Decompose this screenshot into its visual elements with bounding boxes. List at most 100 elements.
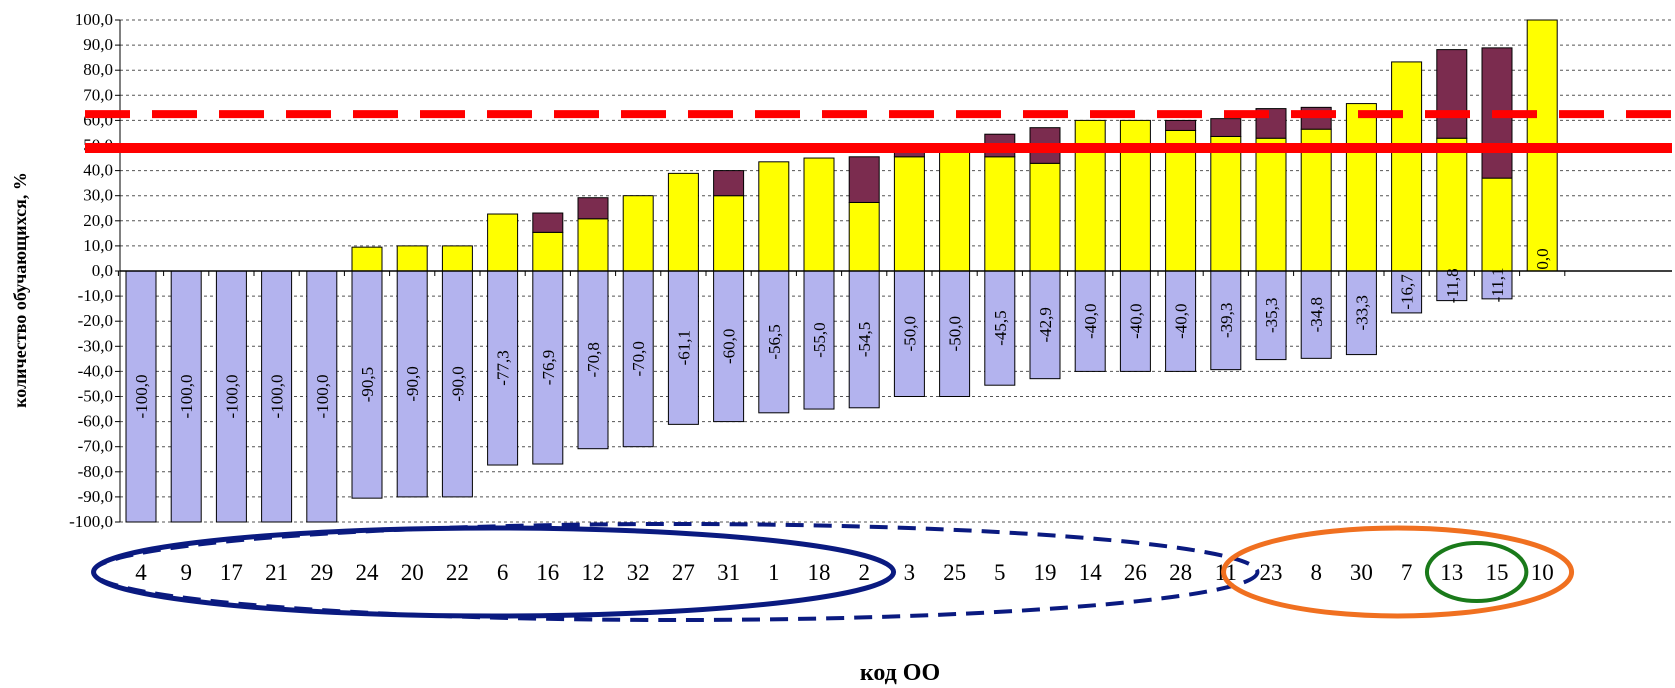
bar-negative (1481, 270, 1513, 300)
bar-stacked (848, 156, 880, 203)
bar-negative (1345, 270, 1377, 356)
category-label: 25 (943, 560, 966, 585)
grouping-ellipse (91, 522, 1260, 622)
data-label: -16,7 (1398, 274, 1417, 310)
bar-positive (1029, 162, 1061, 272)
y-tick-label: -80,0 (78, 462, 113, 481)
data-label: -50,0 (900, 316, 919, 351)
data-label: -35,3 (1262, 298, 1281, 333)
bars-layer (125, 19, 1558, 523)
bar-positive (1210, 135, 1242, 272)
bar-positive (848, 201, 880, 272)
bar-negative (1255, 270, 1287, 361)
bar-stacked (1210, 118, 1242, 137)
y-tick-label: -60,0 (78, 412, 113, 431)
bar-positive (667, 172, 699, 272)
bar-positive (1165, 129, 1197, 272)
category-label: 32 (627, 560, 650, 585)
category-label: 10 (1531, 560, 1554, 585)
data-label: -90,0 (448, 366, 467, 401)
bar-negative (396, 270, 428, 498)
y-tick-label: -30,0 (78, 336, 113, 355)
category-label: 4 (135, 560, 147, 585)
category-label: 6 (497, 560, 509, 585)
bar-negative (1436, 270, 1468, 302)
bar-positive (1391, 61, 1423, 272)
reference-lines (85, 110, 1672, 154)
y-tick-label: 30,0 (83, 186, 113, 205)
y-tick-label: -50,0 (78, 387, 113, 406)
bar-negative (1391, 270, 1423, 314)
bar-positive (622, 195, 654, 272)
bar-stacked (577, 197, 609, 220)
grouping-ellipses (91, 522, 1575, 622)
category-label: 23 (1260, 560, 1283, 585)
bar-negative (803, 270, 835, 410)
y-tick-label: 40,0 (83, 161, 113, 180)
bar-positive (1345, 103, 1377, 272)
data-labels: -100,0 -100,0 -100,0 -100,0 -100,0 -90,5 -90,0… (132, 248, 1552, 418)
category-label: 18 (808, 560, 831, 585)
category-label: 2 (858, 560, 870, 585)
data-label: -60,0 (720, 329, 739, 364)
data-label: -34,8 (1307, 297, 1326, 332)
data-label: -55,0 (810, 322, 829, 357)
bar-positive (939, 145, 971, 272)
bar-negative (261, 270, 293, 523)
category-label: 7 (1401, 560, 1413, 585)
data-label: -100,0 (313, 375, 332, 419)
category-label: 20 (401, 560, 424, 585)
category-label: 8 (1310, 560, 1322, 585)
y-tick-label: 10,0 (83, 236, 113, 255)
bar-negative (306, 270, 338, 523)
data-label: -70,0 (629, 341, 648, 376)
category-label: 13 (1440, 560, 1463, 585)
y-tick-label: 20,0 (83, 211, 113, 230)
bar-stacked (532, 212, 564, 233)
data-label: -50,0 (946, 316, 965, 351)
category-label: 22 (446, 560, 469, 585)
data-label: -61,1 (674, 330, 693, 365)
category-label: 27 (672, 560, 695, 585)
grouping-ellipse (1424, 541, 1529, 603)
data-label: 0,0 (1533, 248, 1552, 269)
category-label: 21 (265, 560, 288, 585)
bar-positive (758, 161, 790, 272)
bar-positive (577, 218, 609, 272)
bar-negative (215, 270, 247, 523)
bar-negative (577, 270, 609, 450)
bar-negative (1165, 270, 1197, 372)
bar-negative (893, 270, 925, 397)
data-label: -100,0 (132, 375, 151, 419)
data-label: -11,1 (1488, 268, 1507, 303)
data-label: -90,0 (403, 366, 422, 401)
category-label: 5 (994, 560, 1006, 585)
bar-negative (1300, 270, 1332, 359)
bar-negative (939, 270, 971, 397)
bar-negative (713, 270, 745, 423)
bar-positive (1074, 119, 1106, 272)
category-label: 16 (536, 560, 559, 585)
bar-negative (758, 270, 790, 414)
bar-stacked (1165, 119, 1197, 131)
data-label: -100,0 (222, 375, 241, 419)
data-label: -70,8 (584, 342, 603, 377)
bar-negative (125, 270, 157, 523)
category-label: 26 (1124, 560, 1147, 585)
data-label: -39,3 (1217, 303, 1236, 338)
bar-negative (441, 270, 473, 498)
bar-positive (1119, 119, 1151, 272)
data-label: -56,5 (765, 324, 784, 359)
bar-positive (713, 195, 745, 272)
category-label: 19 (1034, 560, 1057, 585)
category-label: 29 (310, 560, 333, 585)
bar-stacked (713, 170, 745, 197)
bar-negative (622, 270, 654, 448)
y-tick-label: 90,0 (83, 35, 113, 54)
data-label: -45,5 (991, 310, 1010, 345)
bar-negative (1210, 270, 1242, 371)
data-label: -40,0 (1172, 303, 1191, 338)
bar-negative (532, 270, 564, 465)
bar-positive (351, 246, 383, 272)
